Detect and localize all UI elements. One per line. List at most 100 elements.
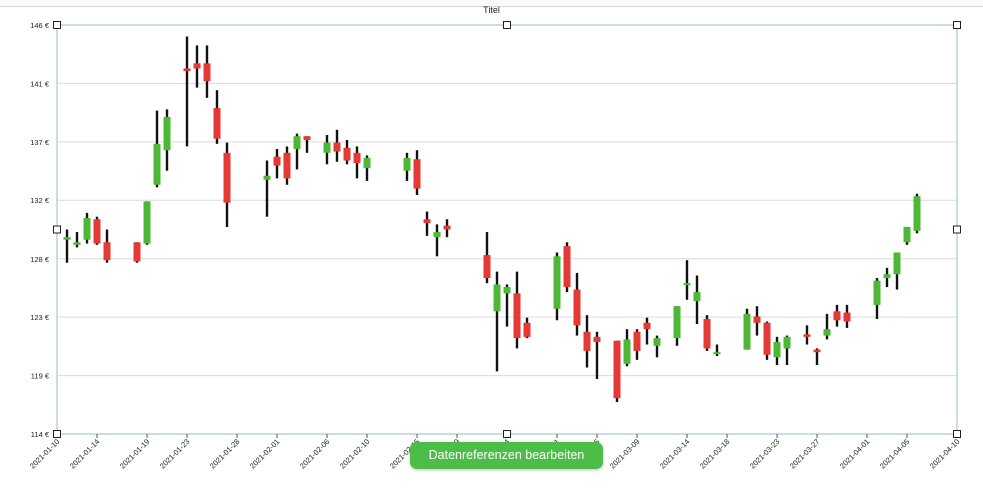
candle-body [83,217,91,240]
candle [703,315,711,351]
candle [413,150,421,195]
candle [673,306,681,346]
candle-body [163,117,171,151]
candle [653,335,661,358]
candle [183,36,191,147]
candle-body [353,152,361,164]
candle-body [773,341,781,358]
candle-body [693,292,701,302]
x-tick-label: 2021-01-28 [208,437,241,470]
candle [93,216,101,245]
candle-body [223,152,231,203]
candle [513,271,521,349]
candle [763,321,771,360]
edit-data-references-button[interactable]: Datenreferenzen bearbeiten [410,442,603,469]
candle-body [293,136,301,149]
candle [633,329,641,360]
candle [823,313,831,340]
top-ruler [0,0,983,7]
candle-body [343,147,351,161]
candle [623,329,631,367]
candle-body [893,252,901,275]
candle [813,348,821,365]
candle [753,306,761,336]
x-tick-label: 2021-03-27 [788,437,821,470]
candle [773,336,781,365]
candle-body [73,242,81,245]
candle-body [423,219,431,224]
candle [483,232,491,284]
candle [323,134,331,165]
candles [63,36,921,403]
candle [803,325,811,345]
y-tick-label: 119 € [31,372,50,381]
candle-body [103,242,111,261]
candle [433,224,441,257]
candle [833,304,841,327]
candle-body [503,287,511,294]
chart-title: Titel [483,5,500,15]
candle-body [523,322,531,337]
y-tick-label: 137 € [30,138,50,147]
y-tick-label: 123 € [30,313,50,322]
candle-body [133,242,141,262]
x-tick-label: 2021-01-23 [158,437,191,470]
candle [683,260,691,300]
candle [573,272,581,336]
y-tick-label: 146 € [30,21,50,30]
candle-body [213,108,221,139]
y-tick-label: 128 € [30,255,50,264]
candle-body [823,329,831,336]
x-tick-label: 2021-02-10 [338,437,371,470]
candle [213,90,221,144]
resize-handle [53,21,61,29]
candle [743,308,751,350]
candle [523,317,531,339]
candle [643,317,651,345]
candle [83,212,91,244]
candle-body [143,201,151,244]
x-tick-label: 2021-02-06 [298,437,331,470]
candle-body [743,313,751,350]
x-tick-label: 2021-03-09 [608,437,641,470]
candle [273,148,281,179]
resize-handle [503,21,511,29]
candle [283,146,291,185]
candle [223,142,231,227]
candle [133,242,141,263]
candle-body [653,338,661,346]
gridlines [57,24,957,435]
candle [403,152,411,181]
candle-body [593,336,601,342]
candle [613,340,621,403]
candle [293,133,301,170]
candle [883,267,891,288]
x-tick-label: 2021-04-05 [878,437,911,470]
candle [693,275,701,325]
candle-body [303,136,311,141]
candle-body [363,157,371,169]
candle [73,232,81,248]
candle [103,229,111,263]
candle-body [843,312,851,322]
candle-body [483,255,491,279]
candle-body [643,322,651,330]
candle-body [713,352,721,355]
candle [163,109,171,171]
candle-body [583,331,591,351]
candle [593,331,601,380]
candle-body [783,336,791,349]
candle-body [833,311,841,321]
candle-body [623,339,631,364]
candle-body [93,219,101,244]
candle [263,160,271,217]
candle [423,211,431,236]
selection-handles [53,21,961,438]
candle-body [183,68,191,72]
candle [713,344,721,357]
candle-body [883,274,891,279]
resize-handle [953,225,961,234]
candle [913,193,921,234]
candle-body [703,318,711,349]
